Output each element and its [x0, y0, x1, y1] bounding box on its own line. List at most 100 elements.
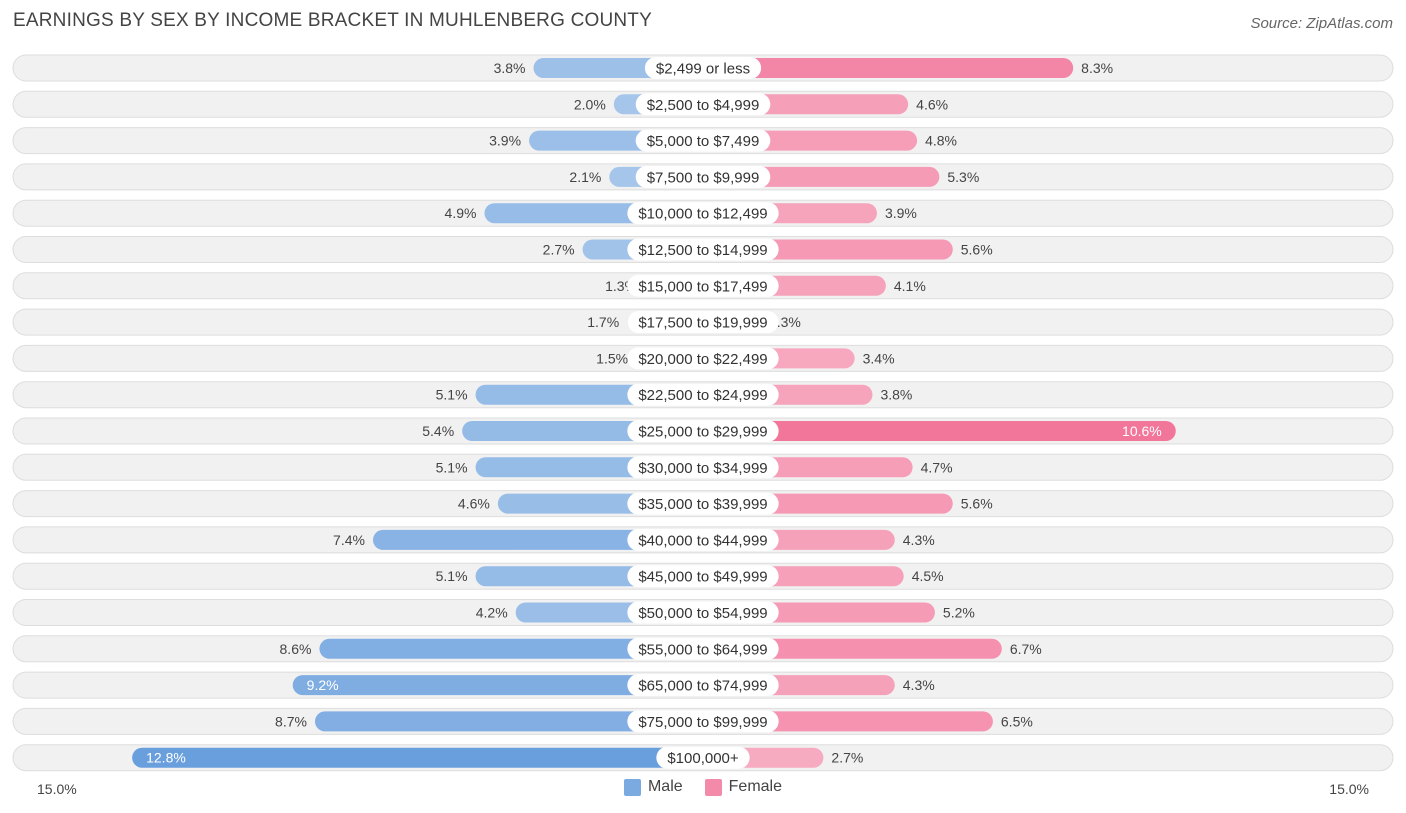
category-label: $35,000 to $39,999: [638, 496, 767, 513]
category-label: $7,500 to $9,999: [647, 169, 760, 186]
category-label: $2,500 to $4,999: [647, 97, 760, 114]
value-label-male: 4.2%: [476, 605, 508, 621]
bar-male: [314, 711, 703, 732]
chart-title: EARNINGS BY SEX BY INCOME BRACKET IN MUH…: [13, 10, 652, 31]
chart-row: 9.2% 4.3% $65,000 to $74,999: [12, 671, 1394, 699]
bar-female: [703, 638, 1002, 659]
category-pill: [627, 347, 779, 370]
value-label-male: 9.2%: [307, 677, 339, 693]
value-label-female: 5.6%: [961, 496, 993, 512]
category-label: $20,000 to $22,499: [638, 351, 767, 368]
chart-row: 5.1% 4.5% $45,000 to $49,999: [12, 562, 1394, 590]
category-pill: [627, 601, 779, 624]
value-label-male: 3.9%: [489, 133, 521, 149]
value-label-male: 12.8%: [146, 750, 186, 766]
bar-male: [372, 529, 703, 550]
chart-row: 5.4% 10.6% $25,000 to $29,999: [12, 417, 1394, 445]
value-label-female: 5.6%: [961, 242, 993, 258]
chart-row: 3.8% 8.3% $2,499 or less: [12, 54, 1394, 82]
category-label: $12,500 to $14,999: [638, 242, 767, 259]
bar-male: [292, 675, 703, 696]
chart-row: 5.1% 3.8% $22,500 to $24,999: [12, 381, 1394, 409]
category-pill: [627, 565, 779, 588]
value-label-female: 3.9%: [885, 205, 917, 221]
value-label-female: 3.8%: [880, 387, 912, 403]
category-label: $2,499 or less: [656, 61, 750, 78]
chart-row: 2.7% 5.6% $12,500 to $14,999: [12, 236, 1394, 263]
category-label: $100,000+: [667, 750, 739, 767]
chart-row: 8.7% 6.5% $75,000 to $99,999: [12, 707, 1394, 735]
category-pill: [627, 202, 779, 225]
category-label: $75,000 to $99,999: [638, 714, 767, 731]
category-pill: [627, 420, 779, 442]
bar-female: [703, 421, 1176, 441]
value-label-male: 2.7%: [543, 242, 575, 258]
value-label-male: 1.7%: [587, 314, 619, 330]
value-label-female: 4.8%: [925, 133, 957, 149]
value-label-male: 1.5%: [596, 350, 628, 366]
category-label: $45,000 to $49,999: [638, 569, 767, 586]
chart-legend: Male Female: [0, 778, 1406, 796]
chart-row: 1.3% 4.1%$15,000 to $17,499: [12, 272, 1394, 300]
legend-swatch-female: [704, 778, 722, 796]
category-pill: [627, 492, 779, 515]
category-label: $55,000 to $64,999: [638, 641, 767, 658]
value-label-female: 4.6%: [916, 96, 948, 112]
axis-label-right: 15.0%: [1329, 781, 1369, 797]
chart-row: 8.6% 6.7% $55,000 to $64,999: [12, 635, 1394, 663]
value-label-female: 5.3%: [947, 169, 979, 185]
legend-swatch-male: [623, 778, 641, 796]
chart-row: 2.1% 5.3% $7,500 to $9,999: [12, 163, 1394, 191]
category-pill: [627, 383, 779, 406]
value-label-male: 7.4%: [333, 532, 365, 548]
value-label-male: 3.8%: [494, 60, 526, 76]
value-label-female: 4.1%: [894, 278, 926, 294]
category-label: $15,000 to $17,499: [638, 278, 767, 295]
chart-row: 1.5% 3.4% $20,000 to $22,499: [12, 344, 1394, 372]
chart-row: 4.9% 3.9% $10,000 to $12,499: [12, 199, 1394, 227]
value-label-male: 5.4%: [422, 423, 454, 439]
chart-row: 4.2% 5.2% $50,000 to $54,999: [12, 599, 1394, 626]
legend-label-female: Female: [728, 778, 783, 795]
bar-male: [319, 638, 703, 659]
category-pill: [635, 93, 771, 116]
category-pill: [627, 674, 779, 697]
value-label-male: 4.9%: [445, 205, 477, 221]
category-label: $22,500 to $24,999: [638, 387, 767, 404]
chart-row: 5.1% 4.7% $30,000 to $34,999: [12, 453, 1394, 481]
category-pill: [627, 238, 779, 261]
value-label-male: 2.1%: [569, 169, 601, 185]
category-label: $40,000 to $44,999: [638, 532, 767, 549]
bar-female: [703, 58, 1074, 78]
chart-row: 4.6% 5.6% $35,000 to $39,999: [12, 490, 1394, 518]
value-label-male: 5.1%: [436, 387, 468, 403]
category-label: $17,500 to $19,999: [638, 315, 767, 332]
value-label-female: 4.3%: [903, 532, 935, 548]
value-label-female: 6.7%: [1010, 641, 1042, 657]
value-label-female: 3.4%: [863, 350, 895, 366]
chart-row: 2.0% 4.6% $2,500 to $4,999: [12, 90, 1394, 118]
value-label-male: 2.0%: [574, 96, 606, 112]
category-label: $25,000 to $29,999: [638, 424, 767, 441]
value-label-female: 4.7%: [921, 459, 953, 475]
value-label-male: 5.1%: [436, 568, 468, 584]
value-label-male: 8.6%: [280, 641, 312, 657]
value-label-female: 4.5%: [912, 568, 944, 584]
legend-item-male: Male: [623, 778, 683, 796]
category-pill: [627, 311, 779, 334]
bar-male: [132, 747, 703, 768]
category-pill: [627, 528, 779, 551]
category-pill: [656, 746, 750, 769]
category-pill: [644, 57, 762, 79]
category-label: $10,000 to $12,499: [638, 206, 767, 223]
value-label-female: 8.3%: [1081, 60, 1113, 76]
chart-row: 12.8% 2.7% $100,000+: [12, 744, 1394, 772]
chart-row: 7.4% 4.3% $40,000 to $44,999: [12, 526, 1394, 554]
axis-label-left: 15.0%: [37, 781, 77, 797]
value-label-male: 5.1%: [436, 459, 468, 475]
chart-row: 1.7% 1.3%$17,500 to $19,999: [12, 308, 1394, 336]
category-label: $65,000 to $74,999: [638, 678, 767, 695]
legend-item-female: Female: [704, 778, 783, 796]
chart-row: 3.9% 4.8% $5,000 to $7,499: [12, 127, 1394, 155]
